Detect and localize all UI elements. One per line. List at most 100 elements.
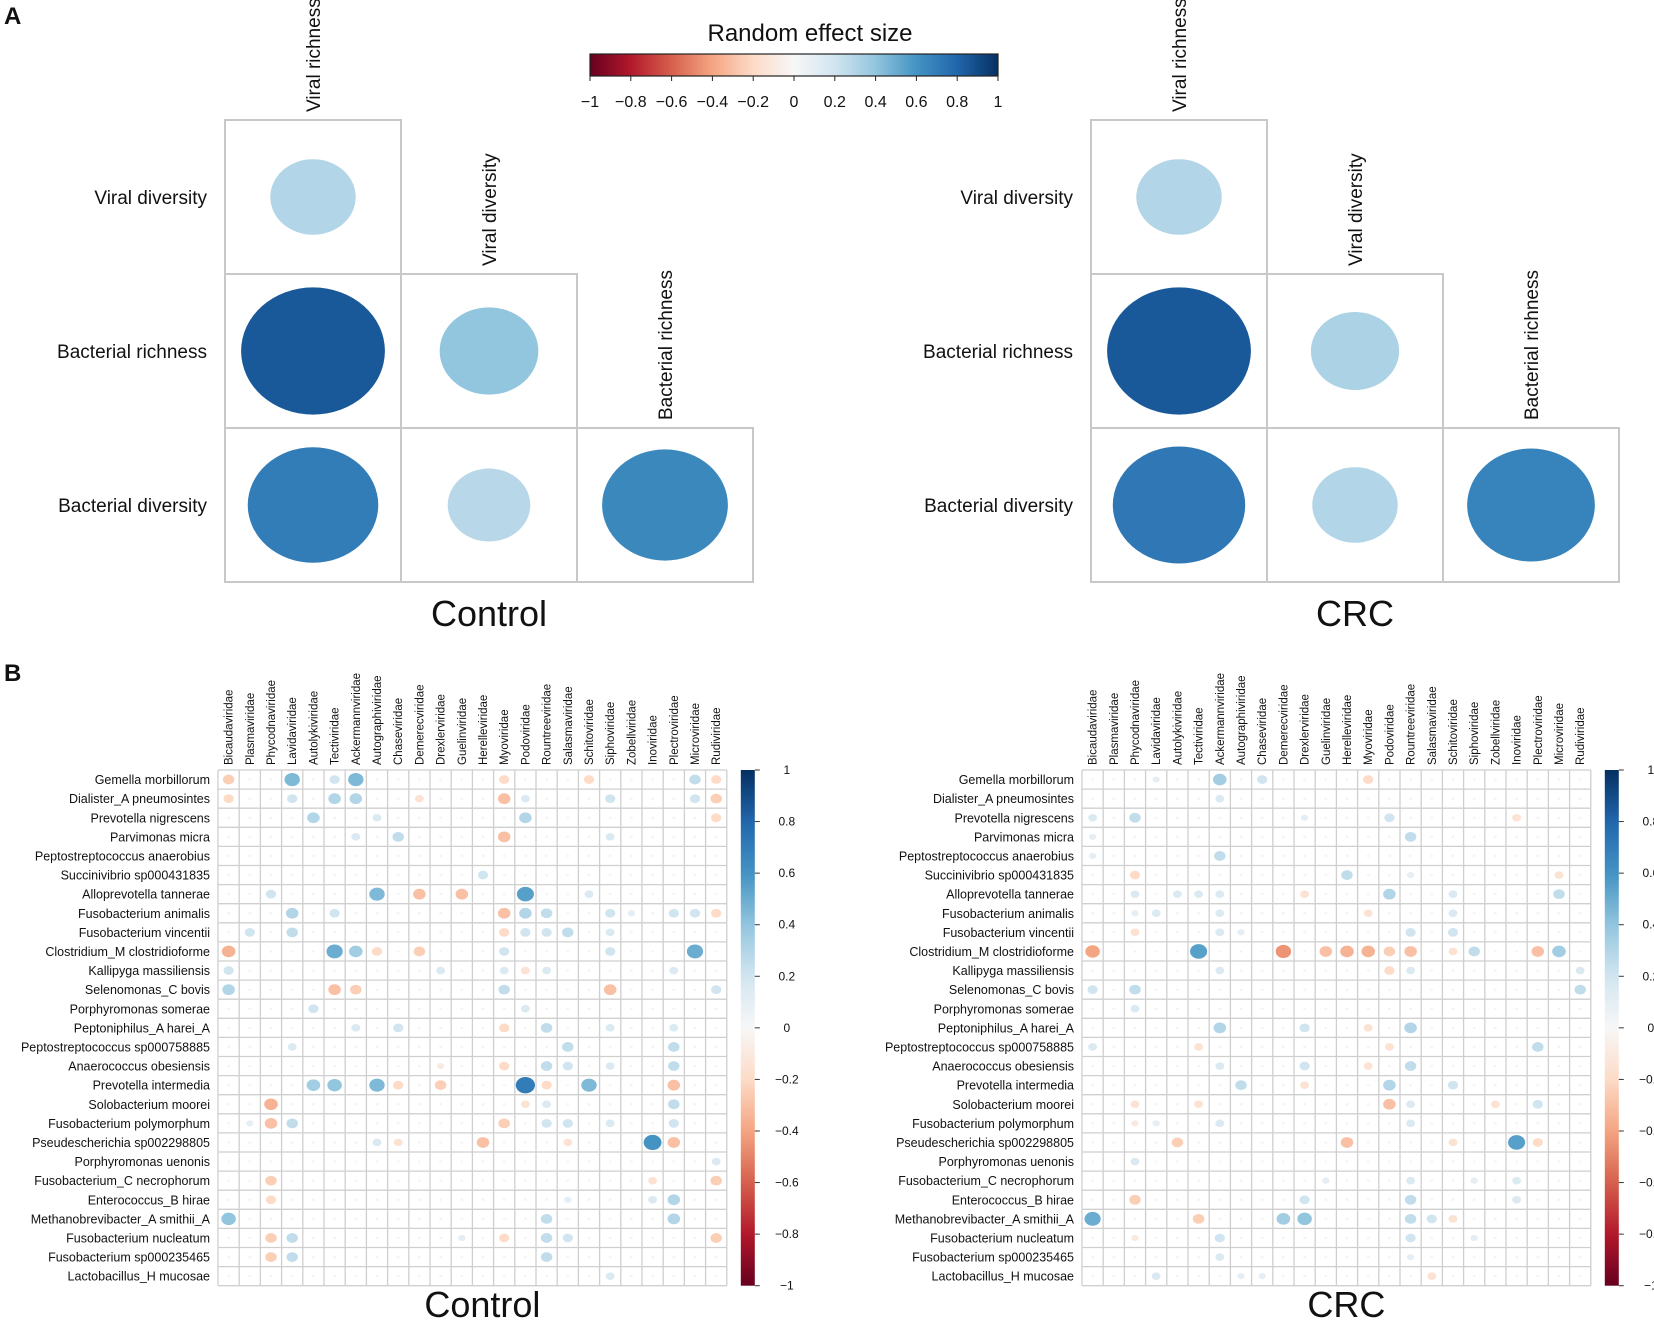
dot-porphyromonas-somerae-drexlerviridae xyxy=(1303,1007,1306,1010)
dot-enterococcus-b-hirae-microviridae xyxy=(693,1198,697,1201)
dot-dialister-a-pneumosintes-plectroviridae xyxy=(672,797,676,800)
dot-methanobrevibacter-a-smithii-a-zobellviridae xyxy=(630,1217,633,1221)
dot-fusobacterium-c-necrophorum-lavidaviridae xyxy=(1154,1179,1158,1182)
dot-dialister-a-pneumosintes-autolykiviridae xyxy=(1176,797,1179,800)
row-label-selenomonas-c-bovis: Selenomonas_C bovis xyxy=(949,983,1074,997)
dot-alloprevotella-tannerae-herelleviridae xyxy=(1345,892,1349,896)
dot-alloprevotella-tannerae-microviridae xyxy=(693,892,697,896)
dot-peptoniphilus-a-harei-a-salasmaviridae xyxy=(1430,1026,1434,1030)
dot-porphyromonas-somerae-podoviridae xyxy=(520,1004,530,1013)
dot-clostridium-m-clostridioforme-herelleviridae xyxy=(481,950,485,953)
dot-porphyromonas-uenonis-rudiviridae xyxy=(1578,1160,1582,1163)
dot-fusobacterium-sp000235465-siphoviridae xyxy=(608,1255,612,1259)
dot-solobacterium-moorei-zobellviridae xyxy=(630,1103,633,1106)
dot-selenomonas-c-bovis-ackermannviridae xyxy=(350,984,362,995)
column-label-demerecviridae: Demerecviridae xyxy=(1278,684,1290,765)
dot-fusobacterium-c-necrophorum-herelleviridae xyxy=(481,1179,485,1182)
dot-pseudescherichia-sp002298805-lavidaviridae xyxy=(290,1141,294,1144)
dot-porphyromonas-uenonis-plasmaviridae xyxy=(248,1160,252,1163)
dot-gemella-morbillorum-tectiviridae xyxy=(1197,778,1200,781)
dot-methanobrevibacter-a-smithii-a-inoviridae xyxy=(1515,1217,1518,1221)
dot-selenomonas-c-bovis-inoviridae xyxy=(651,988,654,991)
dot-clostridium-m-clostridioforme-autographiviridae xyxy=(371,947,383,956)
dot-prevotella-nigrescens-lavidaviridae xyxy=(290,816,294,819)
dot-peptostreptococcus-anaerobius-inoviridae xyxy=(1515,854,1518,858)
dot-anaerococcus-obesiensis-zobellviridae xyxy=(1494,1064,1497,1068)
dot-pseudescherichia-sp002298805-herelleviridae xyxy=(476,1137,490,1148)
dot-porphyromonas-uenonis-chaseviridae xyxy=(1260,1160,1264,1163)
dot-methanobrevibacter-a-smithii-a-chaseviridae xyxy=(1260,1217,1264,1221)
dot-fusobacterium-sp000235465-chaseviridae xyxy=(1260,1255,1264,1259)
dot-porphyromonas-somerae-drexlerviridae xyxy=(439,1007,442,1010)
dot-clostridium-m-clostridioforme-inoviridae xyxy=(651,950,654,953)
dot-peptostreptococcus-anaerobius-autographiviridae xyxy=(1239,854,1243,858)
dot-peptostreptococcus-anaerobius-rudiviridae xyxy=(1578,854,1582,858)
dot-anaerococcus-obesiensis-salasmaviridae xyxy=(562,1061,573,1071)
dot-solobacterium-moorei-zobellviridae xyxy=(1490,1100,1500,1109)
dot-enterococcus-b-hirae-guelinviridae xyxy=(1324,1198,1328,1201)
dot-kallipyga-massiliensis-phycodnaviridae xyxy=(1133,969,1137,972)
row-label-fusobacterium-nucleatum: Fusobacterium nucleatum xyxy=(66,1231,210,1245)
dot-peptostreptococcus-sp000758885-microviridae xyxy=(1557,1045,1561,1049)
dot-fusobacterium-animalis-plasmaviridae xyxy=(1112,912,1116,915)
dot-fusobacterium-animalis-autolykiviridae xyxy=(312,912,315,915)
dot-fusobacterium-animalis-microviridae xyxy=(689,908,701,918)
dot-peptostreptococcus-sp000758885-inoviridae xyxy=(1515,1045,1518,1049)
dot-fusobacterium-polymorphum-salasmaviridae xyxy=(562,1118,573,1128)
dot-fusobacterium-animalis-podoviridae xyxy=(519,907,532,919)
dot-prevotella-intermedia-herelleviridae xyxy=(481,1083,485,1087)
dot-lactobacillus-h-mucosae-siphoviridae xyxy=(1472,1274,1476,1278)
dot-kallipyga-massiliensis-ackermannviridae xyxy=(354,969,358,972)
dot-fusobacterium-sp000235465-demerecviridae xyxy=(1282,1255,1285,1259)
dot-succinivibrio-sp000431835-autographiviridae xyxy=(375,873,379,877)
dot-methanobrevibacter-a-smithii-a-bicaudaviridae xyxy=(1084,1211,1101,1226)
column-label-lavidaviridae: Lavidaviridae xyxy=(1151,697,1163,765)
row-label-lactobacillus-h-mucosae: Lactobacillus_H mucosae xyxy=(68,1270,210,1284)
row-label-peptoniphilus-a-harei-a: Peptoniphilus_A harei_A xyxy=(74,1021,211,1035)
dot-kallipyga-massiliensis-bicaudaviridae xyxy=(223,966,234,975)
dot-anaerococcus-obesiensis-drexlerviridae xyxy=(436,1062,445,1070)
dot-porphyromonas-uenonis-guelinviridae xyxy=(460,1160,464,1163)
dot-peptostreptococcus-sp000758885-microviridae xyxy=(693,1045,697,1049)
dot-clostridium-m-clostridioforme-siphoviridae xyxy=(1468,946,1480,957)
dot-fusobacterium-c-necrophorum-schitoviridae xyxy=(1451,1179,1455,1182)
dot-prevotella-nigrescens-plectroviridae xyxy=(672,816,676,819)
dot-fusobacterium-nucleatum-schitoviridae xyxy=(1451,1236,1455,1240)
dot-pseudescherichia-sp002298805-podoviridae xyxy=(524,1141,527,1144)
dot-prevotella-intermedia-guelinviridae xyxy=(1324,1083,1328,1087)
dot-pseudescherichia-sp002298805-guelinviridae xyxy=(1324,1141,1328,1144)
dot-gemella-morbillorum-myoviridae xyxy=(499,775,510,784)
dot-parvimonas-micra-guelinviridae xyxy=(460,835,464,839)
dot-fusobacterium-sp000235465-drexlerviridae xyxy=(1303,1255,1306,1259)
dot-parvimonas-micra-plasmaviridae xyxy=(248,835,252,839)
dot-porphyromonas-uenonis-guelinviridae xyxy=(1324,1160,1328,1163)
dot-alloprevotella-tannerae-autolykiviridae xyxy=(312,892,315,896)
dot-clostridium-m-clostridioforme-zobellviridae xyxy=(1494,950,1497,953)
dot-fusobacterium-nucleatum-siphoviridae xyxy=(608,1236,612,1240)
dot-parvimonas-micra-plectroviridae xyxy=(672,835,676,839)
dot-clostridium-m-clostridioforme-guelinviridae xyxy=(460,950,464,953)
dot-pseudescherichia-sp002298805-herelleviridae xyxy=(1340,1137,1354,1148)
dot-fusobacterium-vincentii-herelleviridae xyxy=(1345,931,1349,934)
dot-enterococcus-b-hirae-inoviridae xyxy=(1512,1195,1522,1204)
dot-fusobacterium-nucleatum-bicaudaviridae xyxy=(1091,1236,1094,1240)
dot-fusobacterium-polymorphum-ackermannviridae xyxy=(354,1122,358,1125)
dot-parvimonas-micra-phycodnaviridae xyxy=(1133,835,1137,839)
dot-clostridium-m-clostridioforme-plectroviridae xyxy=(1531,946,1545,957)
dot-clostridium-m-clostridioforme-chaseviridae xyxy=(1260,950,1264,953)
dot-fusobacterium-sp000235465-podoviridae xyxy=(1388,1255,1391,1259)
dot-prevotella-nigrescens-herelleviridae xyxy=(481,816,485,819)
row-label-selenomonas-c-bovis: Selenomonas_C bovis xyxy=(85,983,210,997)
dot-enterococcus-b-hirae-tectiviridae xyxy=(333,1198,336,1201)
dot-fusobacterium-nucleatum-schitoviridae xyxy=(587,1236,591,1240)
dot-enterococcus-b-hirae-zobellviridae xyxy=(1494,1198,1497,1201)
dot-fusobacterium-sp000235465-podoviridae xyxy=(524,1255,527,1259)
dot-methanobrevibacter-a-smithii-a-plectroviridae xyxy=(1536,1217,1540,1221)
dot-fusobacterium-c-necrophorum-demerecviridae xyxy=(1282,1179,1285,1182)
dot-fusobacterium-animalis-zobellviridae xyxy=(627,910,636,917)
dot-anaerococcus-obesiensis-schitoviridae xyxy=(1451,1064,1455,1068)
column-label-herelleviridae: Herelleviridae xyxy=(478,695,490,765)
dot-fusobacterium-nucleatum-ackermannviridae xyxy=(1214,1233,1225,1243)
dot-succinivibrio-sp000431835-zobellviridae xyxy=(1494,873,1497,877)
dot-anaerococcus-obesiensis-demerecviridae xyxy=(1282,1064,1285,1068)
